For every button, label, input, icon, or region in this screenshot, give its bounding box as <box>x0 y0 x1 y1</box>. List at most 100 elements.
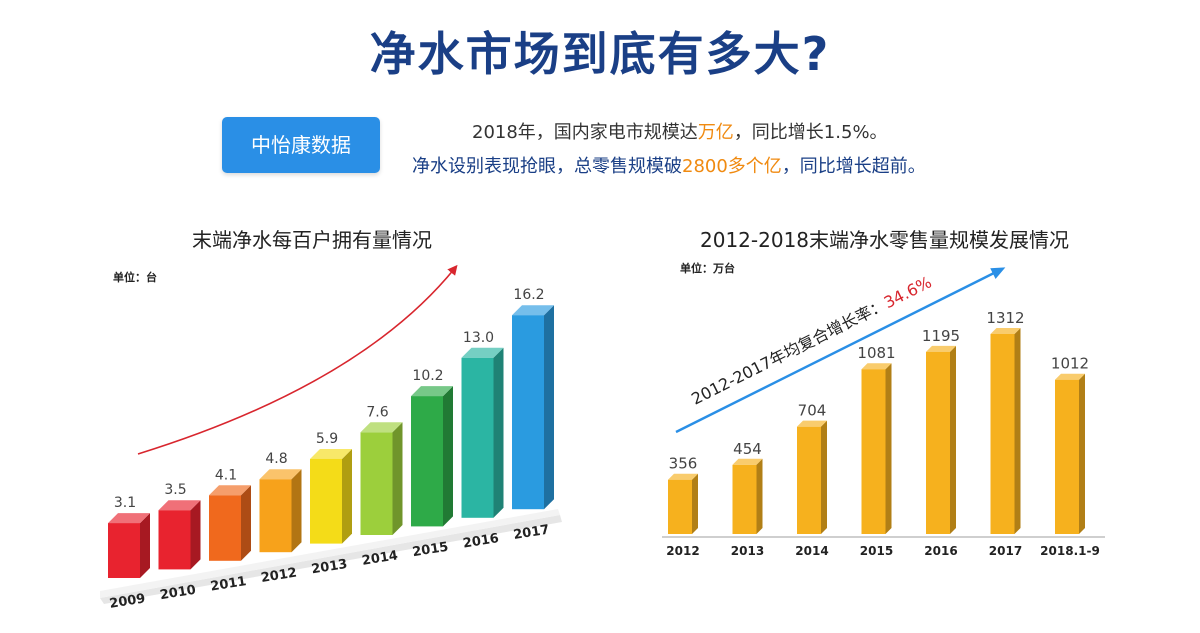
right-bar-2018.1-9-front <box>1055 379 1079 534</box>
right-bar-2018.1-9-top <box>1055 373 1085 380</box>
left-platform-top <box>100 509 560 598</box>
right-value-label: 356 <box>669 455 698 473</box>
left-year-label: 2011 <box>209 574 247 594</box>
right-bar-2018.1-9-side <box>1079 373 1085 534</box>
right-bar-2012 <box>668 473 698 534</box>
right-bar-2013 <box>732 458 763 534</box>
left-bar-2009-side <box>140 513 150 578</box>
left-bar-2009-front <box>108 523 140 578</box>
left-value-label: 4.8 <box>265 451 287 467</box>
left-bar-2017 <box>512 305 554 510</box>
left-bar-2011 <box>209 485 251 561</box>
line2-part1: 净水设别表现抢眼，总零售规模破 <box>412 156 682 177</box>
left-bar-2015-side <box>443 386 453 527</box>
right-bar-2017-side <box>1014 328 1021 534</box>
right-bar-2016-side <box>950 345 956 534</box>
left-year-label: 2016 <box>462 531 500 551</box>
left-bar-2011-side <box>241 485 251 561</box>
line2-highlight: 2800多个亿 <box>682 156 782 177</box>
left-bar-2009-top <box>108 513 150 524</box>
left-bar-2012-side <box>291 469 302 553</box>
left-bar-2016-side <box>493 347 504 518</box>
right-bar-2017-front <box>990 334 1015 534</box>
right-value-label: 454 <box>733 440 762 458</box>
right-bar-2015-front <box>861 369 886 534</box>
left-bar-2016-top <box>461 347 504 358</box>
left-bar-2014 <box>360 422 403 535</box>
right-bar-2012-side <box>692 473 698 534</box>
right-value-label: 1081 <box>857 344 895 362</box>
left-value-label: 5.9 <box>316 431 338 447</box>
left-bar-2015 <box>411 386 453 527</box>
line2-part2: ，同比增长超前。 <box>781 156 926 177</box>
left-bar-2011-front <box>209 495 241 561</box>
left-trend-arrow <box>137 264 458 455</box>
right-bar-2013-side <box>756 458 763 534</box>
left-bar-2014-front <box>360 432 393 535</box>
left-bar-2013-side <box>342 448 352 544</box>
left-bar-2010-side <box>190 500 201 570</box>
left-year-label: 2009 <box>108 591 146 611</box>
right-year-label: 2016 <box>924 544 957 558</box>
left-bar-2012-front <box>259 479 292 553</box>
left-bar-2012-top <box>259 469 302 480</box>
right-bar-2016 <box>926 345 956 534</box>
line1-highlight: 万亿 <box>697 122 734 143</box>
right-bar-2015-top <box>861 363 892 370</box>
left-value-label: 16.2 <box>513 287 544 303</box>
right-bar-2012-front <box>668 479 692 534</box>
right-year-label: 2012 <box>666 544 699 558</box>
page-title: 净水市场到底有多大? <box>369 27 831 81</box>
left-bar-2015-top <box>411 386 453 397</box>
left-value-label: 4.1 <box>215 467 237 483</box>
right-value-label: 704 <box>798 402 827 420</box>
left-year-label: 2014 <box>361 548 399 568</box>
left-bar-2013-front <box>310 458 342 544</box>
left-bar-2014-side <box>392 422 403 535</box>
left-value-label: 3.1 <box>114 495 136 511</box>
right-value-label: 1012 <box>1051 355 1089 373</box>
line1-part2: ，同比增长1.5%。 <box>733 122 888 143</box>
left-bar-2017-front <box>512 315 544 510</box>
right-chart: 356 2012 454 2013 704 2014 1081 2015 1195 2016 131… <box>662 267 1105 558</box>
right-bar-2014 <box>797 420 827 534</box>
source-badge: 中怡康数据 <box>222 117 380 173</box>
right-bar-2014-top <box>797 420 827 427</box>
left-bar-2010-top <box>158 500 201 511</box>
right-year-label: 2013 <box>731 544 764 558</box>
right-bar-2014-front <box>797 426 821 534</box>
left-year-label: 2012 <box>260 566 298 586</box>
left-year-label: 2017 <box>512 523 550 543</box>
right-bar-2016-top <box>926 345 956 352</box>
right-bar-2012-top <box>668 473 698 480</box>
right-bar-2013-top <box>732 458 763 465</box>
left-bar-2013-top <box>310 448 352 459</box>
left-chart: 3.1 2009 3.5 2010 4.1 2011 4.8 2012 5.9 2013 7.6 20… <box>100 264 562 612</box>
right-year-label: 2014 <box>795 544 828 558</box>
line1-part1: 2018年，国内家电市规模达 <box>472 122 698 143</box>
right-value-label: 1312 <box>986 309 1024 327</box>
left-bar-2013 <box>310 448 352 544</box>
cagr-annotation: 2012-2017年均复合增长率：34.6% <box>688 272 934 408</box>
right-year-label: 2017 <box>989 544 1022 558</box>
left-value-label: 13.0 <box>463 330 494 346</box>
left-bar-2016 <box>461 347 504 518</box>
left-bar-2017-top <box>512 305 554 316</box>
right-year-label: 2015 <box>860 544 893 558</box>
water-purifier-text: 净水设别表现抢眼，总零售规模破2800多个亿，同比增长超前。 <box>412 152 926 178</box>
left-value-label: 7.6 <box>366 404 388 420</box>
right-bar-2014-side <box>821 420 827 534</box>
right-chart-title: 2012-2018末端净水零售量规模发展情况 <box>700 228 1070 252</box>
left-bar-2015-front <box>411 396 443 527</box>
left-year-label: 2010 <box>159 583 197 603</box>
left-chart-unit: 单位：台 <box>113 271 157 284</box>
right-bar-2018.1-9 <box>1055 373 1085 534</box>
left-bar-2009 <box>108 513 150 578</box>
left-value-label: 10.2 <box>412 368 443 384</box>
right-value-label: 1195 <box>922 327 960 345</box>
left-year-label: 2015 <box>411 540 449 560</box>
left-year-label: 2013 <box>310 557 348 577</box>
right-chart-unit: 单位：万台 <box>680 262 735 275</box>
right-bar-2013-front <box>732 464 757 534</box>
